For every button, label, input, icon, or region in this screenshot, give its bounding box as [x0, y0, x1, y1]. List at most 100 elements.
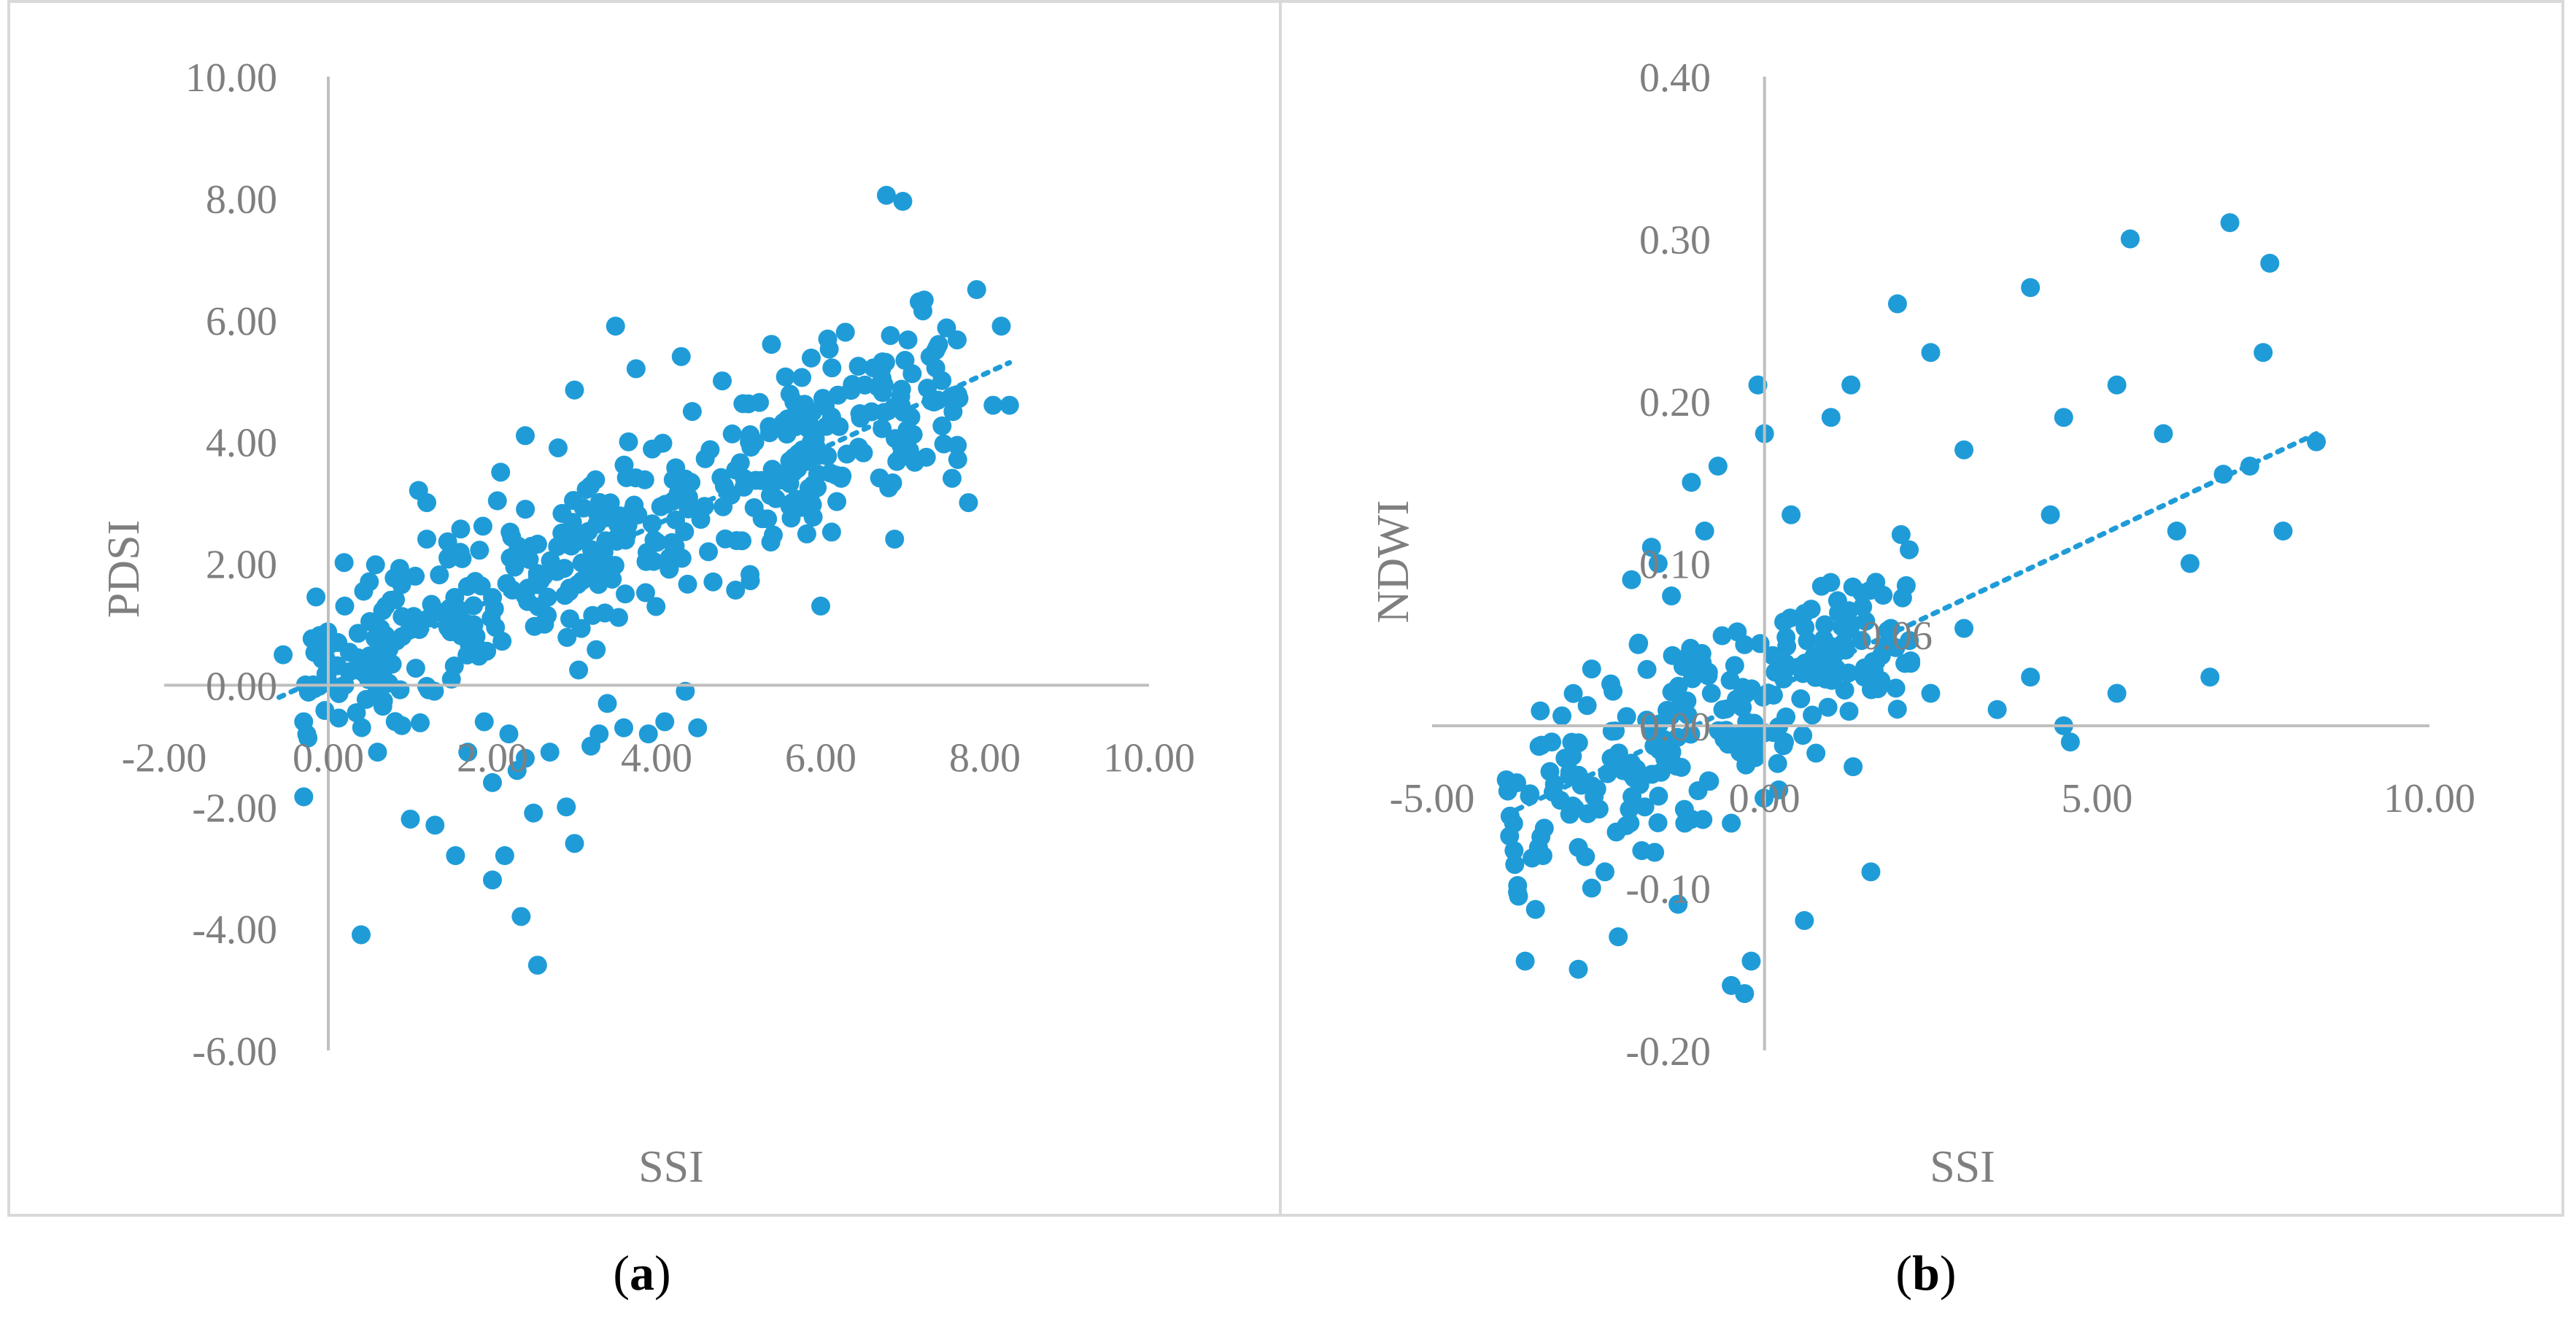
chart-b-point	[1844, 757, 1863, 777]
chart-a-point	[914, 290, 934, 310]
chart-a-point	[483, 772, 502, 792]
chart-b-point	[1841, 375, 1861, 395]
chart-a-point	[726, 581, 746, 600]
chart-a-point	[487, 491, 507, 511]
chart-a-point	[780, 384, 800, 404]
chart-a-point	[347, 703, 366, 723]
chart-b-point	[1750, 634, 1770, 654]
chart-a-point	[868, 377, 888, 397]
chart-a-point	[483, 870, 502, 890]
chart-b-point	[1730, 743, 1750, 762]
chart-b-point	[1748, 375, 1768, 395]
chart-b-point	[2107, 375, 2127, 395]
chart-b-point	[1814, 638, 1834, 658]
chart-a-point	[356, 689, 376, 709]
chart-b-point	[1609, 743, 1628, 763]
chart-a-point	[352, 925, 371, 945]
chart-a-point	[583, 605, 603, 625]
chart-b-point	[2254, 343, 2273, 363]
chart-a-point	[682, 402, 702, 422]
chart-a-point	[548, 537, 568, 557]
chart-a-point	[371, 657, 391, 677]
chart-a-point	[827, 492, 847, 511]
chart-a-point	[750, 392, 770, 412]
chart-a-point	[775, 367, 795, 387]
chart-b-point	[2220, 213, 2240, 233]
chart-a-point	[893, 192, 913, 212]
chart-b-point	[1637, 659, 1657, 679]
chart-b-point	[1954, 440, 1974, 460]
chart-a-point	[732, 531, 752, 551]
chart-a-x-tick-label: 10.00	[1103, 735, 1195, 780]
chart-a-point	[503, 580, 522, 600]
chart-b-point	[1878, 621, 1898, 640]
chart-a-point	[373, 601, 392, 621]
chart-a-point	[885, 530, 905, 549]
chart-b-point	[1887, 294, 1907, 314]
chart-b-point	[1803, 705, 1822, 725]
chart-a-point	[703, 572, 723, 592]
chart-b-point	[2273, 522, 2293, 541]
chart-a-point	[441, 622, 460, 642]
chart-b-point	[1508, 883, 1528, 902]
chart-a-y-tick-label: 6.00	[206, 299, 277, 344]
chart-b-point	[1921, 343, 1941, 363]
chart-a-point	[900, 441, 919, 460]
chart-a-x-tick-label: 8.00	[949, 735, 1021, 780]
chart-a-point	[474, 712, 494, 732]
chart-a-point	[484, 599, 504, 619]
chart-a-point	[766, 489, 786, 508]
chart-a-point	[803, 507, 823, 527]
chart-a-point	[505, 557, 525, 577]
chart-a-point	[678, 497, 698, 517]
chart-b-x-tick-label: 5.00	[2061, 776, 2132, 821]
chart-b-point	[1693, 810, 1713, 829]
chart-b-point	[1871, 646, 1891, 665]
chart-a-y-tick-label: 8.00	[206, 177, 277, 222]
chart-a-point	[516, 500, 535, 519]
chart-b-point	[1793, 664, 1813, 683]
chart-a-point	[473, 516, 492, 536]
chart-b-point	[1712, 626, 1732, 646]
chart-a-point	[875, 352, 895, 372]
chart-a-point	[619, 432, 638, 452]
chart-a-point	[636, 551, 656, 571]
chart-a-point	[713, 371, 732, 391]
chart-a-point	[386, 590, 406, 610]
chart-a-point	[663, 492, 683, 511]
chart-a-point	[624, 495, 644, 515]
chart-b-y-tick-label: 0.20	[1639, 380, 1711, 425]
chart-a-point	[540, 743, 560, 762]
chart-b-point	[1741, 679, 1761, 699]
chart-b-point	[1801, 600, 1821, 619]
chart-a-point	[681, 473, 701, 492]
chart-a-point	[348, 624, 368, 643]
chart-b-point	[1649, 714, 1669, 734]
chart-b-point	[1671, 694, 1691, 714]
chart-b-point	[1576, 847, 1596, 867]
chart-b-point	[1629, 633, 1649, 653]
chart-b-point	[1662, 586, 1682, 605]
chart-a-point	[740, 565, 760, 584]
chart-b-point	[1758, 683, 1778, 703]
chart-a-point	[828, 385, 848, 405]
chart-a-point	[294, 787, 314, 807]
chart-a-x-ticks: -2.00 0.00 2.00 4.00 6.00 8.00 10.00	[122, 735, 1195, 780]
chart-a-point	[571, 619, 591, 638]
chart-a-point	[895, 351, 915, 371]
chart-b-point	[1954, 619, 1974, 638]
chart-a-point	[298, 728, 318, 748]
chart-b-point	[1774, 736, 1793, 756]
chart-b-point	[1895, 654, 1915, 673]
chart-a-point	[401, 809, 420, 829]
chart-b-point	[1520, 784, 1540, 804]
chart-b-point	[1811, 576, 1831, 596]
chart-a-point	[565, 380, 584, 400]
chart-a-point	[695, 497, 714, 516]
chart-b-point	[1829, 603, 1849, 623]
chart-a-point	[722, 424, 742, 443]
chart-b-point	[1886, 678, 1906, 698]
chart-a-point	[797, 524, 816, 543]
chart-a-point	[560, 578, 579, 598]
chart-a-y-tick-label: 10.00	[185, 55, 277, 101]
